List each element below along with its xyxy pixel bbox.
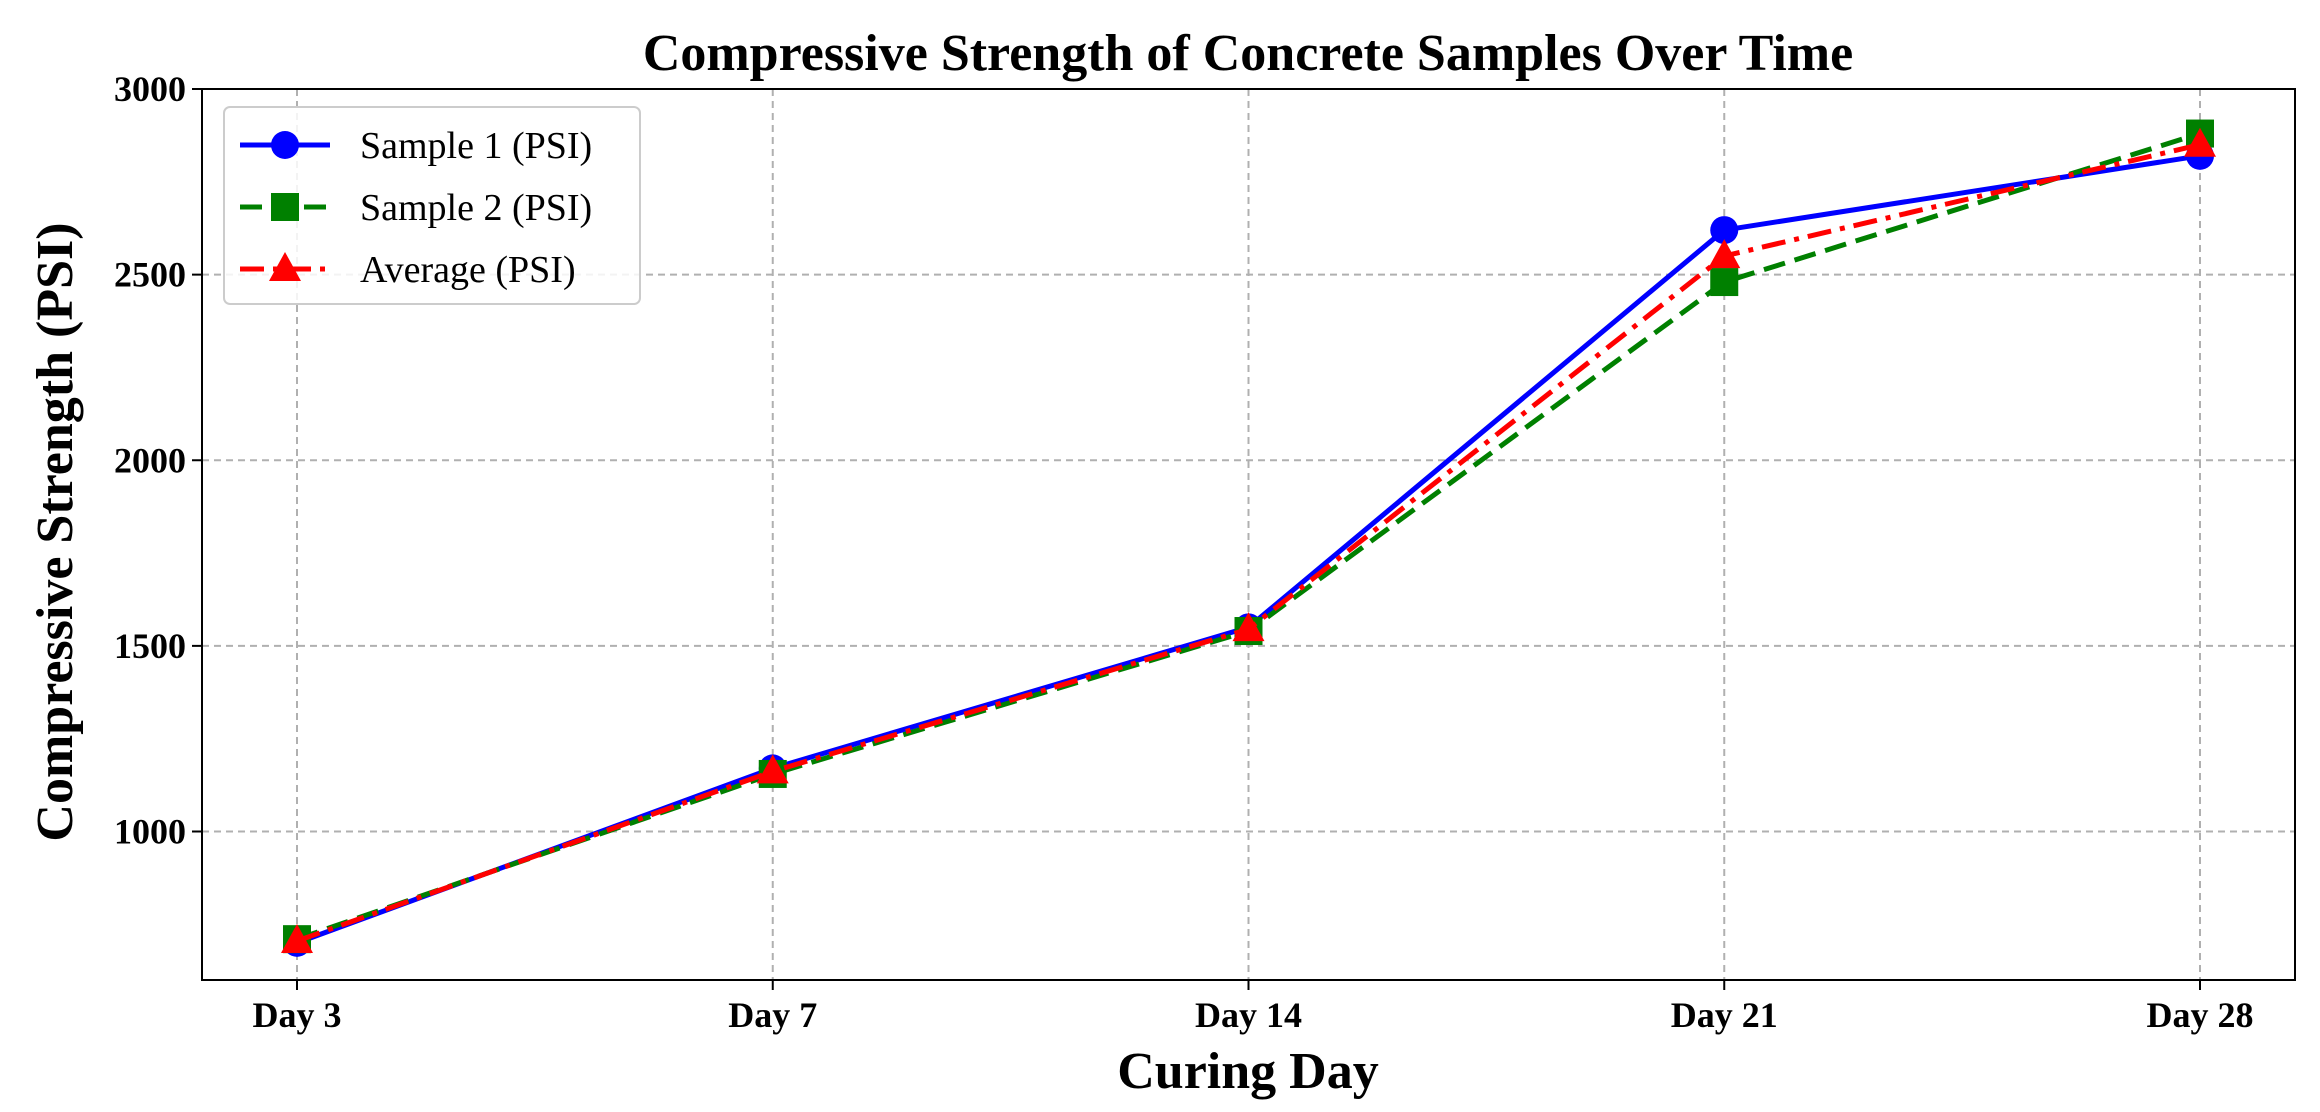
- legend-box: [223, 106, 641, 305]
- x-tick-label: Day 3: [253, 995, 342, 1035]
- y-tick-label: 1500: [114, 626, 186, 666]
- data-point: [1710, 268, 1739, 297]
- legend-label: Sample 1 (PSI): [360, 125, 592, 167]
- data-point: [2184, 127, 2216, 157]
- legend-label: Sample 2 (PSI): [360, 187, 592, 229]
- legend-entry: Average (PSI): [240, 249, 576, 291]
- data-point: [1232, 612, 1265, 642]
- x-tick-label: Day 21: [1671, 995, 1778, 1035]
- data-point: [1708, 239, 1741, 269]
- data-point: [756, 754, 789, 784]
- series-3: [281, 127, 2216, 954]
- y-axis-label: Compressive Strength (PSI): [27, 222, 84, 841]
- y-tick-label: 3000: [114, 69, 186, 109]
- y-tick-label: 1000: [114, 812, 186, 852]
- legend-marker: [271, 193, 299, 221]
- series-layer: [281, 119, 2216, 957]
- axis-ticks: Day 3 Day 7 Day 14 Day 21 Day 28 1000 1500 2000…: [114, 69, 2254, 1035]
- x-tick-label: Day 28: [2147, 995, 2254, 1035]
- y-tick-label: 2500: [114, 255, 186, 295]
- x-axis-label: Curing Day: [1117, 1043, 1378, 1100]
- x-tick-label: Day 14: [1195, 995, 1302, 1035]
- chart-title: Compressive Strength of Concrete Samples…: [643, 25, 1853, 82]
- legend-label: Average (PSI): [360, 249, 576, 291]
- data-point: [281, 924, 313, 954]
- legend-entry: Sample 1 (PSI): [240, 125, 592, 167]
- data-point: [1710, 216, 1739, 245]
- legend-marker: [269, 252, 301, 281]
- x-tick-label: Day 7: [728, 995, 817, 1035]
- legend-entry: Sample 2 (PSI): [240, 187, 592, 229]
- legend: Sample 1 (PSI) Sample 2 (PSI) Average (PSI…: [223, 106, 641, 305]
- legend-marker: [271, 131, 299, 159]
- y-tick-label: 2000: [114, 440, 186, 480]
